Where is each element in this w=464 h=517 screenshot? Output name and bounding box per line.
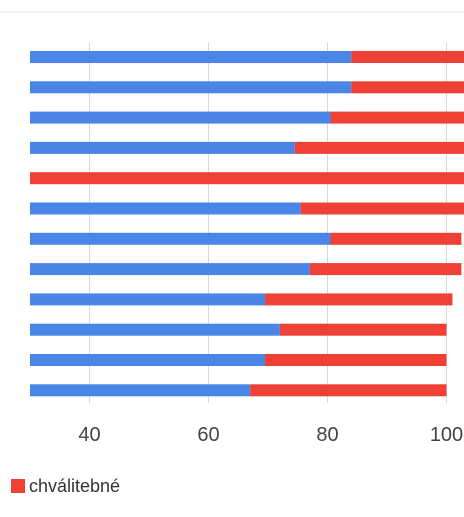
bar-series-1-row-1: [351, 81, 464, 94]
bar-series-1-row-6: [330, 232, 462, 245]
bar-series-0-row-1: [30, 81, 352, 94]
bar-series-1-row-10: [265, 354, 447, 366]
bar-series-1-row-9: [279, 323, 447, 336]
bars: [30, 51, 464, 397]
bar-series-1-row-2: [330, 111, 464, 124]
bar-series-0-row-2: [30, 111, 331, 124]
bar-series-0-row-0: [30, 51, 352, 63]
x-tick-label: 100: [430, 424, 463, 446]
legend: chválitebné: [11, 476, 120, 496]
bar-series-0-row-10: [30, 354, 266, 366]
bar-series-1-row-8: [265, 293, 453, 306]
bar-series-0-row-11: [30, 384, 251, 397]
legend-swatch: [11, 479, 25, 493]
bar-series-1-row-3: [294, 141, 464, 154]
x-tick-label: 60: [197, 424, 219, 446]
bar-series-0-row-9: [30, 323, 280, 336]
legend-label: chválitebné: [29, 476, 120, 496]
gridlines: [89, 42, 447, 403]
bar-series-1-row-7: [309, 263, 462, 276]
x-axis-ticks: 40 60 80 100: [78, 424, 463, 446]
bar-series-1-row-11: [250, 384, 447, 397]
bar-series-0-row-3: [30, 141, 295, 154]
bar-series-1-row-0: [351, 51, 464, 63]
bar-series-1-row-5: [300, 202, 464, 215]
bar-series-0-row-7: [30, 263, 310, 276]
x-tick-label: 80: [316, 424, 338, 446]
bar-series-0-row-8: [30, 293, 266, 306]
bar-series-1-row-4: [30, 172, 464, 185]
bar-series-0-row-6: [30, 232, 331, 245]
bar-series-0-row-5: [30, 202, 301, 215]
x-tick-label: 40: [78, 424, 100, 446]
